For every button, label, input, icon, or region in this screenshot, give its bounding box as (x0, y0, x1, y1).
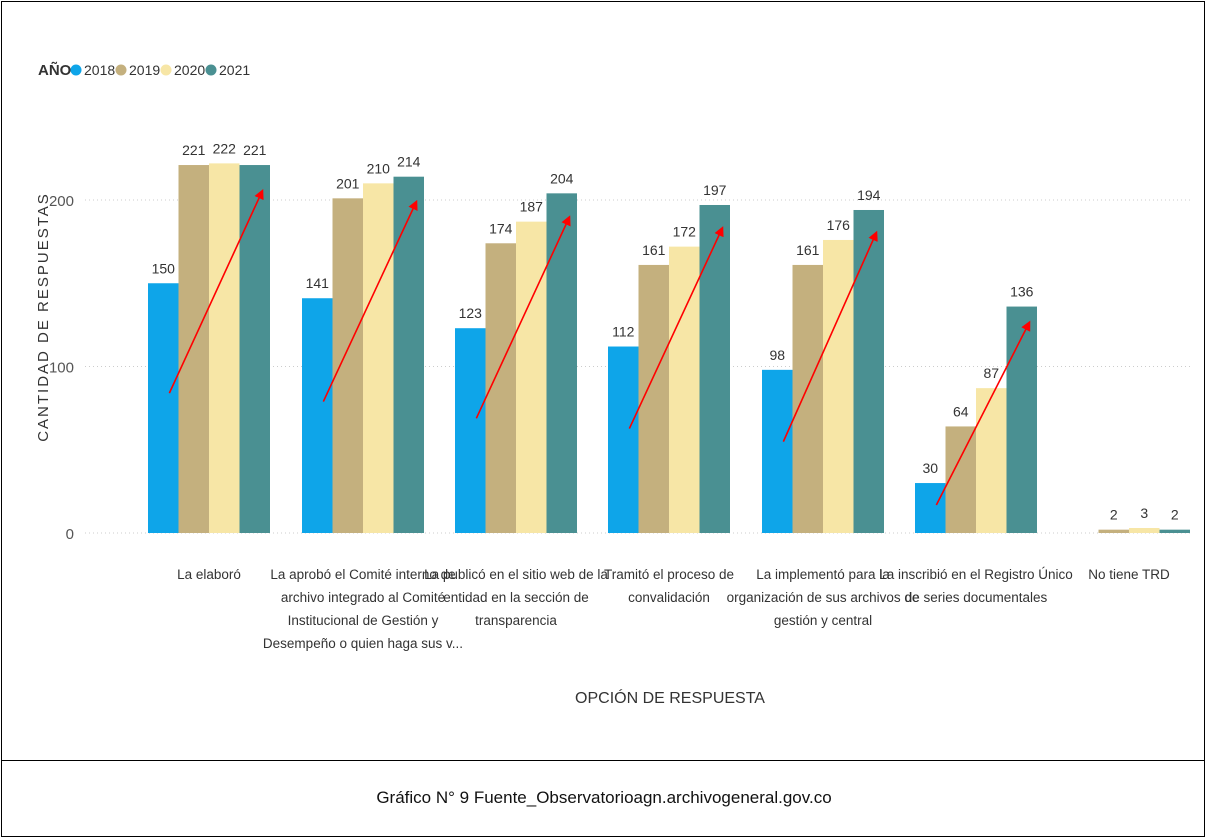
bar-2021 (546, 193, 577, 533)
trend-arrow (322, 199, 418, 402)
bar-2021 (1159, 529, 1190, 533)
data-label: 3 (1140, 505, 1148, 521)
data-label: 87 (983, 365, 999, 381)
legend-entry: 2019 (129, 62, 160, 78)
bar-2020 (976, 388, 1007, 533)
trend-arrow (935, 320, 1031, 506)
x-category-label: gestión y central (774, 613, 872, 628)
data-label: 161 (796, 242, 820, 258)
x-axis-label: OPCIÓN DE RESPUESTA (575, 688, 765, 707)
bar-chart: 150 221 222 221 141 201 210 214 123 174 187 204 112 1… (35, 61, 1192, 707)
bar-2018 (608, 346, 639, 533)
bar-2018 (455, 328, 486, 533)
y-tick-label: 100 (49, 360, 74, 377)
data-label: 221 (182, 142, 206, 158)
x-category-label: Tramitó el proceso de (604, 567, 734, 582)
trend-arrow (628, 226, 724, 429)
bar-2020 (1129, 528, 1160, 533)
bar-2021 (853, 209, 884, 534)
bar-2020 (669, 246, 700, 533)
x-category-label: La inscribió en el Registro Único (879, 567, 1073, 582)
trend-arrow (782, 230, 878, 442)
y-tick-label: 0 (66, 526, 74, 543)
x-category-label: Desempeño o quien haga sus v... (263, 636, 463, 651)
legend-entry: 2020 (174, 62, 205, 78)
bar-2020 (516, 221, 547, 533)
bar-2021 (393, 176, 424, 533)
bar-2021 (1006, 306, 1037, 533)
bar-2018 (302, 298, 333, 533)
bar-2019 (1098, 529, 1129, 533)
data-label: 161 (642, 242, 666, 258)
x-category-label: organización de sus archivos de (727, 590, 920, 605)
data-label: 2 (1110, 507, 1118, 523)
x-category-label: Institucional de Gestión y (288, 613, 439, 628)
bar-2019 (792, 264, 823, 533)
data-label: 197 (703, 182, 727, 198)
data-label: 98 (769, 347, 785, 363)
x-category-label: No tiene TRD (1088, 567, 1170, 582)
y-axis-label: CANTIDAD DE RESPUESTAS (35, 192, 52, 442)
x-category-label: La publicó en el sitio web de la (424, 567, 608, 582)
data-label: 187 (520, 199, 544, 215)
data-label: 2 (1171, 507, 1179, 523)
x-category-label: entidad en la sección de (443, 590, 589, 605)
data-label: 112 (612, 324, 635, 340)
data-label: 204 (550, 170, 574, 186)
x-category-label: de series documentales (905, 590, 1048, 605)
data-label: 221 (243, 142, 267, 158)
x-category-label: transparencia (475, 613, 557, 628)
data-label: 123 (459, 305, 483, 321)
y-tick-label: 200 (49, 193, 74, 210)
data-label: 176 (827, 217, 851, 233)
x-category-label: La elaboró (177, 567, 241, 582)
data-label: 210 (367, 160, 391, 176)
data-label: 141 (306, 275, 330, 291)
bar-2019 (332, 198, 363, 533)
data-label: 174 (489, 220, 513, 236)
bar-2020 (823, 239, 854, 533)
caption-divider (1, 760, 1205, 761)
data-label: 222 (213, 140, 237, 156)
trend-arrow (168, 188, 264, 394)
x-category-label: La aprobó el Comité interno de (270, 567, 455, 582)
legend-swatch-2018 (70, 64, 82, 76)
legend-swatch-2021 (205, 64, 217, 76)
x-category-label: convalidación (628, 590, 710, 605)
bar-2021 (239, 165, 270, 533)
legend-title: AÑO (38, 61, 72, 79)
bar-2021 (699, 204, 730, 533)
legend-entry: 2018 (84, 62, 115, 78)
data-label: 194 (857, 187, 881, 203)
bar-2020 (363, 183, 394, 533)
legend-entry: 2021 (219, 62, 250, 78)
legend-swatch-2019 (115, 64, 127, 76)
bar-2018 (762, 369, 793, 533)
data-label: 150 (152, 260, 176, 276)
data-label: 214 (397, 154, 421, 170)
trend-arrow (475, 215, 571, 419)
x-category-label: La implementó para la (756, 567, 890, 582)
bar-2019 (945, 426, 976, 533)
data-label: 136 (1010, 284, 1034, 300)
bar-2020 (209, 163, 240, 533)
bar-2019 (178, 165, 209, 533)
data-label: 30 (922, 460, 938, 476)
bar-2018 (148, 283, 179, 533)
data-label: 64 (953, 403, 969, 419)
legend-swatch-2020 (160, 64, 172, 76)
data-label: 201 (336, 175, 360, 191)
figure-caption: Gráfico N° 9 Fuente_Observatorioagn.arch… (376, 788, 832, 807)
x-category-label: archivo integrado al Comité (281, 590, 445, 605)
data-label: 172 (673, 224, 697, 240)
bar-2018 (915, 483, 946, 533)
